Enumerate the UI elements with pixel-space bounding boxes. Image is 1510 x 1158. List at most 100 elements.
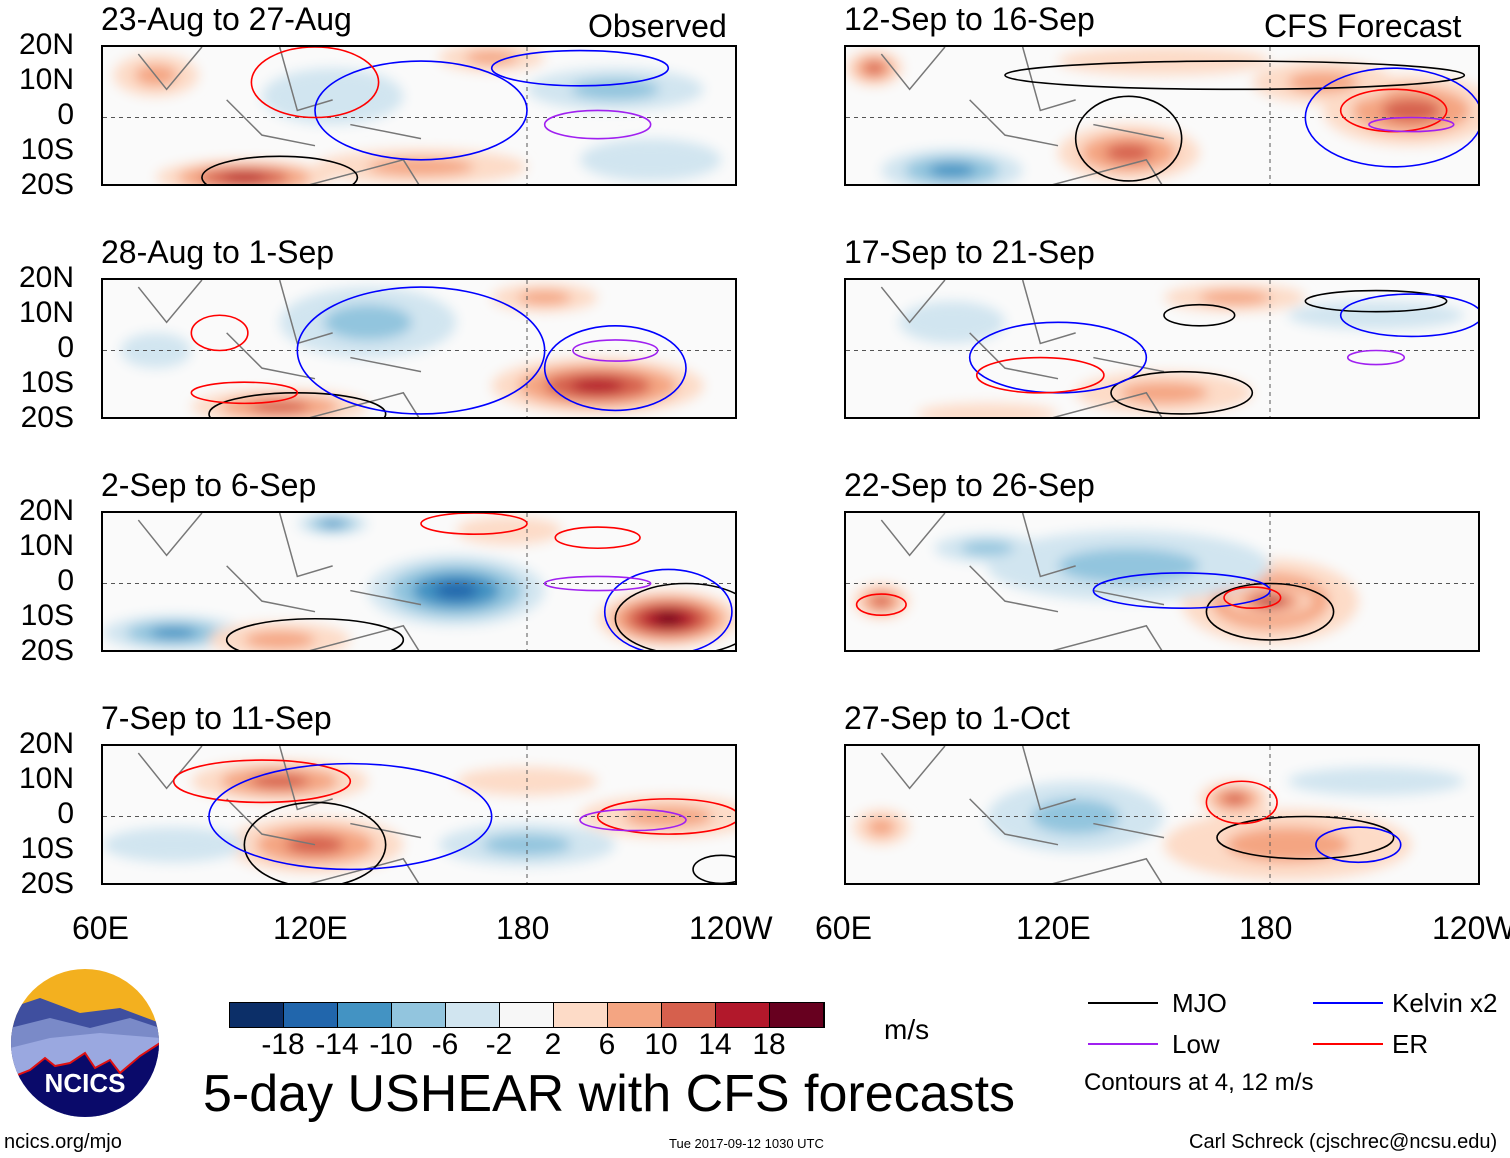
shear-anomaly-area xyxy=(928,163,976,178)
shear-anomaly-area xyxy=(899,301,1005,344)
coastline xyxy=(880,280,1165,417)
shear-anomaly-area xyxy=(1105,143,1153,163)
er-contour xyxy=(190,314,249,352)
mjo-contour xyxy=(1074,95,1183,182)
shear-anomaly-area xyxy=(571,78,660,100)
y-tick: 20S xyxy=(20,168,74,201)
colorbar-swatch xyxy=(392,1003,446,1027)
y-tick: 20N xyxy=(18,261,74,294)
x-tick: 60E xyxy=(815,910,872,946)
map-panel xyxy=(101,511,737,652)
shear-anomaly-area xyxy=(368,158,474,176)
colorbar xyxy=(229,1002,825,1028)
y-tick: 20N xyxy=(18,494,74,527)
colorbar-swatch xyxy=(770,1003,824,1027)
mjo-contour xyxy=(1304,289,1448,313)
kelvin-contour xyxy=(1304,67,1478,168)
y-tick: 10S xyxy=(20,599,74,632)
map-panel xyxy=(101,744,737,885)
colorbar-swatch xyxy=(446,1003,500,1027)
er-contour xyxy=(172,759,352,804)
x-tick: 180 xyxy=(496,910,550,946)
shear-anomaly-area xyxy=(864,62,884,75)
er-contour xyxy=(250,47,380,119)
x-tick: 120E xyxy=(273,910,348,946)
low-contour xyxy=(1368,116,1455,133)
legend-mjo: MJO xyxy=(1172,988,1227,1018)
map-panel xyxy=(844,45,1480,186)
shear-anomaly-area xyxy=(871,595,891,607)
panel-title: 23-Aug to 27-Aug xyxy=(101,1,352,37)
mjo-contour xyxy=(1205,582,1335,641)
shear-anomaly-area xyxy=(465,50,519,65)
shear-anomaly-area xyxy=(1225,827,1350,863)
panel-title: 2-Sep to 6-Sep xyxy=(101,467,317,503)
y-tick: 0 xyxy=(57,797,74,830)
y-tick: 20N xyxy=(18,28,74,61)
kelvin-contour xyxy=(1339,293,1478,338)
er-contour xyxy=(1205,780,1278,825)
kelvin-contour xyxy=(490,49,670,87)
credit: Carl Schreck (cjschrec@ncsu.edu) xyxy=(1189,1131,1498,1153)
shear-anomaly-area xyxy=(916,403,1058,417)
x-tick: 120E xyxy=(1016,910,1091,946)
low-contour xyxy=(1346,349,1406,366)
mjo-contour xyxy=(1163,303,1236,327)
coastline xyxy=(880,513,1165,650)
colorbar-label: 10 xyxy=(644,1028,678,1061)
colorbar-units: m/s xyxy=(884,1014,930,1045)
shear-anomaly-area xyxy=(320,520,345,528)
x-tick: 180 xyxy=(1239,910,1293,946)
mjo-contour xyxy=(225,617,405,650)
mjo-contour xyxy=(1216,815,1395,860)
colorbar-swatch xyxy=(230,1003,284,1027)
shear-anomaly-area xyxy=(250,774,310,789)
shear-anomaly-area xyxy=(456,516,563,545)
coastline xyxy=(880,47,1165,184)
colorbar-swatch xyxy=(338,1003,392,1027)
shear-anomaly-area xyxy=(654,613,683,625)
site-link[interactable]: ncics.org/mjo xyxy=(4,1131,122,1153)
er-contour xyxy=(420,513,528,535)
shear-anomaly-area xyxy=(580,138,722,181)
shear-anomaly-area xyxy=(222,173,267,182)
y-tick: 20N xyxy=(18,727,74,760)
legend-kelvin: Kelvin x2 xyxy=(1392,988,1498,1018)
mjo-contour xyxy=(692,854,735,883)
coastline xyxy=(137,47,422,184)
colorbar-label: 6 xyxy=(598,1028,616,1061)
colorbar-swatch xyxy=(500,1003,554,1027)
panel-title: 17-Sep to 21-Sep xyxy=(844,234,1095,270)
map-panel xyxy=(844,511,1480,652)
shear-anomaly-area xyxy=(1287,301,1465,330)
observed-label: Observed xyxy=(588,8,727,44)
colorbar-label: 2 xyxy=(544,1028,562,1061)
low-contour xyxy=(543,575,652,592)
forecast-label: CFS Forecast xyxy=(1264,8,1462,44)
er-contour xyxy=(596,798,735,835)
y-tick: 10N xyxy=(18,296,74,329)
colorbar-swatch xyxy=(608,1003,662,1027)
mjo-contour xyxy=(201,155,359,184)
kelvin-contour xyxy=(208,762,493,871)
map-panel xyxy=(101,278,737,419)
logo-text: NCICS xyxy=(45,1068,126,1098)
y-tick: 20S xyxy=(20,401,74,434)
contour-note: Contours at 4, 12 m/s xyxy=(1084,1069,1314,1096)
low-contour xyxy=(572,339,659,362)
er-contour xyxy=(190,381,299,405)
legend-er: ER xyxy=(1392,1029,1429,1059)
shear-anomaly-area xyxy=(1381,98,1441,123)
mjo-contour xyxy=(1110,370,1254,415)
y-tick: 10S xyxy=(20,366,74,399)
colorbar-label: 18 xyxy=(752,1028,786,1061)
coastline xyxy=(137,746,422,883)
panel-title: 27-Sep to 1-Oct xyxy=(844,700,1070,736)
colorbar-swatch xyxy=(284,1003,338,1027)
ncics-logo: NCICS xyxy=(11,969,159,1117)
shear-anomaly-area xyxy=(1119,382,1209,404)
panel-title: 7-Sep to 11-Sep xyxy=(101,700,332,736)
legend-kelvin-line xyxy=(1313,1002,1383,1004)
y-tick: 10S xyxy=(20,832,74,865)
shear-anomaly-area xyxy=(1222,793,1247,805)
